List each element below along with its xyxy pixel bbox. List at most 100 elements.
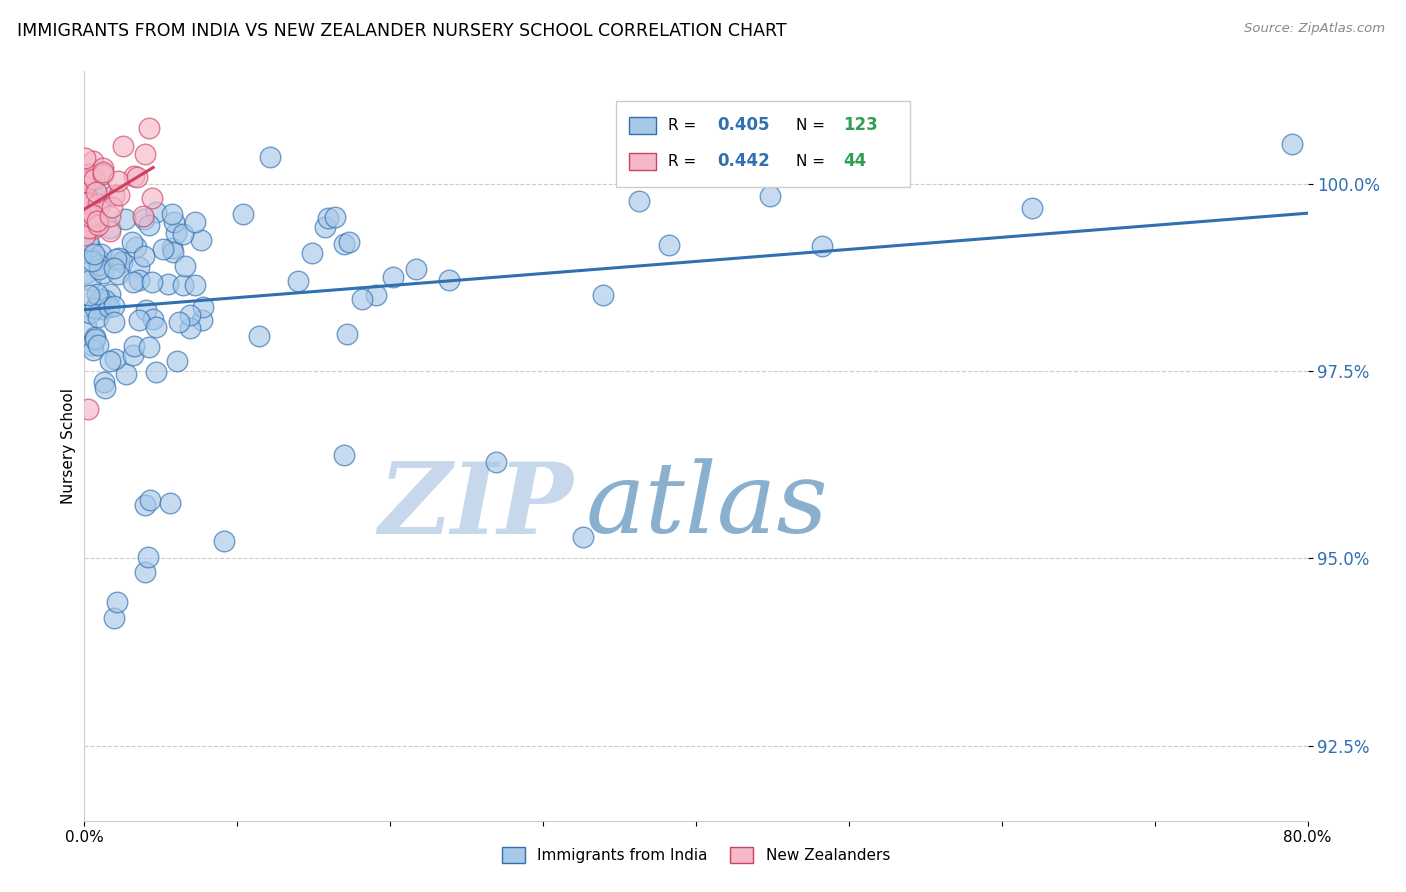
Point — [350, 292, 373, 306]
Point — [111, 139, 134, 153]
Point — [90, 247, 112, 261]
Point — [124, 339, 146, 353]
Text: atlas: atlas — [586, 458, 828, 554]
Point — [82, 338, 104, 352]
Point — [87, 310, 110, 325]
Point — [114, 212, 136, 227]
Point — [172, 277, 194, 292]
Point — [139, 493, 162, 508]
Point — [76, 190, 98, 204]
Point — [1281, 136, 1303, 151]
Point — [82, 343, 104, 358]
Point — [76, 191, 98, 205]
Point — [79, 240, 101, 254]
Point — [287, 274, 309, 288]
Point — [98, 353, 121, 368]
Point — [160, 207, 183, 221]
Point — [111, 255, 134, 269]
Point — [437, 273, 460, 287]
Point — [77, 401, 100, 416]
Point — [86, 287, 108, 301]
Point — [163, 215, 186, 229]
Point — [79, 272, 101, 286]
Point — [87, 218, 110, 232]
Point — [179, 308, 201, 322]
Point — [75, 228, 97, 243]
Point — [658, 238, 681, 252]
Point — [86, 214, 108, 228]
Point — [191, 312, 214, 326]
Point — [141, 275, 163, 289]
Text: 123: 123 — [842, 116, 877, 135]
Point — [134, 498, 156, 512]
Point — [79, 306, 101, 320]
Point — [100, 224, 122, 238]
Point — [259, 149, 281, 163]
Point — [75, 151, 97, 165]
Point — [83, 221, 105, 235]
Point — [128, 273, 150, 287]
Point — [485, 455, 508, 469]
Point — [93, 375, 115, 389]
Point — [145, 204, 167, 219]
Point — [105, 595, 128, 609]
Point — [316, 211, 339, 226]
Point — [83, 169, 105, 183]
Point — [103, 611, 125, 625]
Point — [132, 211, 155, 226]
Point — [811, 239, 834, 253]
Point — [121, 348, 143, 362]
Point — [152, 242, 174, 256]
Point — [87, 295, 110, 310]
Point — [91, 266, 114, 280]
Point — [336, 326, 359, 341]
Point — [75, 319, 97, 334]
Point — [132, 249, 155, 263]
Text: ZIP: ZIP — [378, 458, 574, 554]
Point — [76, 233, 98, 247]
Point — [77, 172, 100, 186]
Point — [366, 287, 388, 301]
Point — [138, 340, 160, 354]
Text: Source: ZipAtlas.com: Source: ZipAtlas.com — [1244, 22, 1385, 36]
Point — [103, 299, 125, 313]
Point — [84, 301, 107, 315]
Point — [174, 259, 197, 273]
Point — [592, 288, 614, 302]
Point — [75, 182, 97, 196]
Point — [382, 270, 405, 285]
Y-axis label: Nursery School: Nursery School — [60, 388, 76, 504]
Point — [98, 221, 121, 235]
Point — [83, 172, 105, 186]
Point — [98, 210, 121, 224]
Point — [145, 365, 167, 379]
Point — [75, 190, 97, 204]
Point — [337, 235, 360, 249]
Point — [135, 302, 157, 317]
Point — [162, 244, 184, 259]
Point — [80, 254, 103, 268]
Point — [93, 167, 115, 181]
Point — [165, 227, 187, 241]
Text: N =: N = — [796, 118, 830, 133]
Point — [127, 169, 149, 184]
Point — [572, 530, 595, 544]
Point — [121, 235, 143, 249]
Point — [405, 261, 427, 276]
Point — [82, 154, 104, 169]
Point — [301, 246, 323, 260]
Point — [80, 210, 103, 224]
Point — [122, 169, 145, 183]
Point — [82, 208, 104, 222]
Point — [82, 208, 104, 222]
Point — [332, 449, 354, 463]
Point — [97, 300, 120, 314]
Point — [141, 191, 163, 205]
Point — [86, 185, 108, 199]
Point — [172, 227, 194, 241]
Point — [166, 354, 188, 368]
Point — [138, 121, 160, 136]
Point — [145, 320, 167, 334]
Point — [104, 351, 127, 366]
Legend: Immigrants from India, New Zealanders: Immigrants from India, New Zealanders — [496, 841, 896, 869]
